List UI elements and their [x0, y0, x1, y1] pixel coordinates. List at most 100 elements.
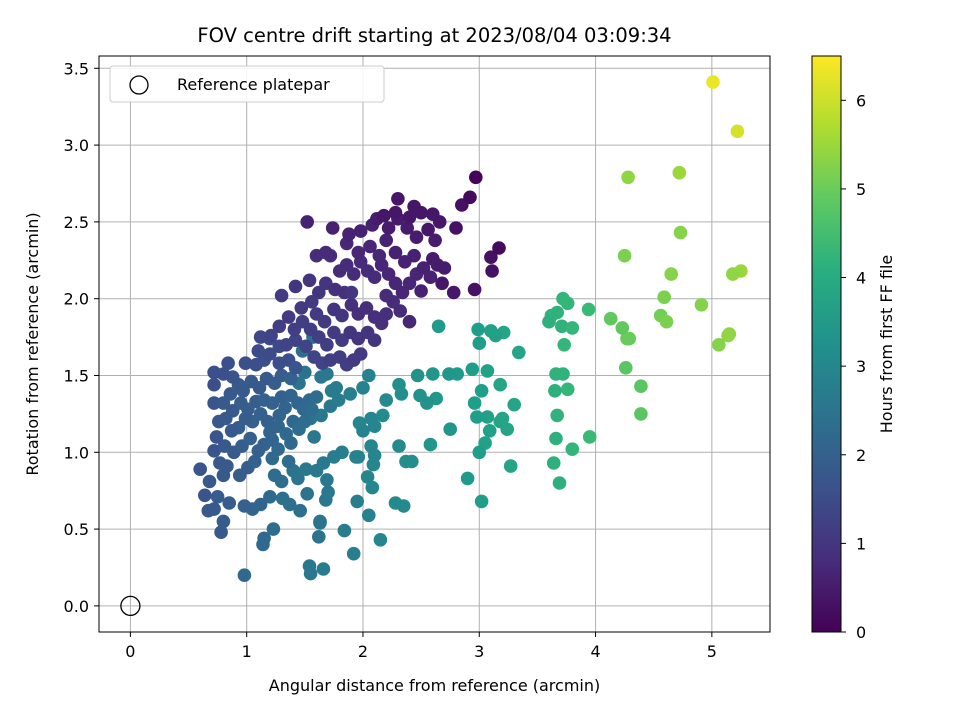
data-point	[305, 295, 319, 309]
data-point	[302, 559, 317, 573]
data-point	[474, 384, 489, 398]
data-point	[366, 457, 381, 472]
data-point	[317, 314, 332, 329]
data-point	[488, 328, 503, 343]
data-point	[446, 285, 461, 300]
x-tick-label: 0	[125, 642, 135, 661]
data-point	[284, 371, 298, 386]
data-point	[414, 284, 428, 298]
data-point	[316, 456, 331, 470]
data-point	[565, 321, 580, 335]
data-point	[293, 503, 308, 518]
data-point	[657, 290, 671, 305]
data-point	[362, 508, 376, 523]
data-point	[423, 270, 438, 285]
data-point	[634, 407, 648, 421]
data-point	[281, 310, 296, 324]
data-point	[193, 462, 207, 477]
data-point	[465, 362, 480, 377]
data-point	[238, 356, 253, 371]
colorbar-tick-label: 1	[856, 534, 866, 553]
data-point	[342, 227, 356, 241]
data-point	[202, 474, 217, 489]
y-tick-label: 3.5	[64, 59, 89, 78]
data-point	[207, 502, 221, 516]
data-point	[407, 199, 421, 214]
data-point	[288, 279, 303, 294]
data-point	[223, 387, 238, 401]
data-point	[287, 322, 302, 337]
data-point	[331, 393, 346, 407]
data-point	[694, 298, 709, 312]
data-point	[281, 454, 296, 469]
data-point	[550, 408, 564, 423]
data-point	[402, 276, 417, 291]
x-axis-label: Angular distance from reference (arcmin)	[269, 676, 600, 695]
data-point	[350, 494, 365, 509]
x-tick-label: 4	[590, 642, 600, 661]
data-point	[335, 308, 349, 323]
colorbar-tick-label: 3	[856, 357, 866, 376]
data-point	[565, 442, 580, 457]
data-point	[213, 456, 227, 470]
data-point	[351, 245, 366, 260]
data-point	[482, 424, 497, 438]
y-tick-label: 3.0	[64, 136, 89, 155]
data-point	[253, 497, 268, 512]
data-point	[263, 347, 277, 361]
data-point	[274, 288, 289, 303]
y-tick-label: 1.0	[64, 443, 89, 462]
data-point	[359, 301, 374, 315]
data-point	[356, 381, 370, 395]
data-point	[392, 439, 406, 453]
data-point	[621, 170, 635, 185]
data-point	[560, 382, 575, 397]
data-point	[294, 301, 309, 315]
data-point	[362, 368, 376, 383]
data-point	[730, 124, 745, 139]
data-point	[552, 476, 567, 490]
data-point	[472, 445, 487, 460]
data-point	[617, 248, 632, 263]
data-point	[426, 207, 440, 221]
data-point	[305, 402, 319, 417]
data-point	[420, 396, 434, 410]
colorbar-tick-label: 5	[856, 180, 866, 199]
data-point	[471, 322, 485, 337]
data-point	[634, 379, 648, 394]
data-point	[512, 345, 526, 360]
data-point	[210, 490, 225, 504]
data-point	[402, 314, 417, 329]
colorbar-tick-label: 0	[856, 623, 866, 642]
data-point	[343, 387, 358, 401]
data-point	[615, 321, 630, 335]
data-point	[373, 533, 388, 547]
y-tick-label: 0.5	[64, 520, 89, 539]
data-point	[377, 208, 391, 223]
data-point	[299, 339, 313, 354]
data-point	[272, 319, 287, 334]
colorbar-label: Hours from first FF file	[877, 255, 896, 434]
data-point	[480, 410, 495, 424]
y-tick-label: 2.5	[64, 213, 89, 232]
data-point	[312, 530, 326, 544]
data-point	[237, 568, 252, 582]
data-point	[423, 437, 438, 452]
x-axis-ticks: 0 1 2 3 4 5	[125, 632, 717, 661]
data-point	[299, 462, 313, 477]
data-point	[467, 282, 482, 297]
data-point	[437, 261, 452, 275]
reference-marker-group	[120, 595, 141, 617]
data-point	[492, 241, 506, 255]
data-point	[248, 454, 262, 469]
data-point	[469, 170, 483, 185]
data-point	[379, 233, 394, 248]
data-point	[485, 264, 499, 278]
y-tick-label: 2.0	[64, 290, 89, 309]
colorbar-tick-label: 6	[856, 91, 866, 110]
data-point	[393, 304, 408, 318]
colorbar-tick-label: 2	[856, 446, 866, 465]
data-point	[379, 288, 394, 303]
data-point	[214, 525, 228, 539]
